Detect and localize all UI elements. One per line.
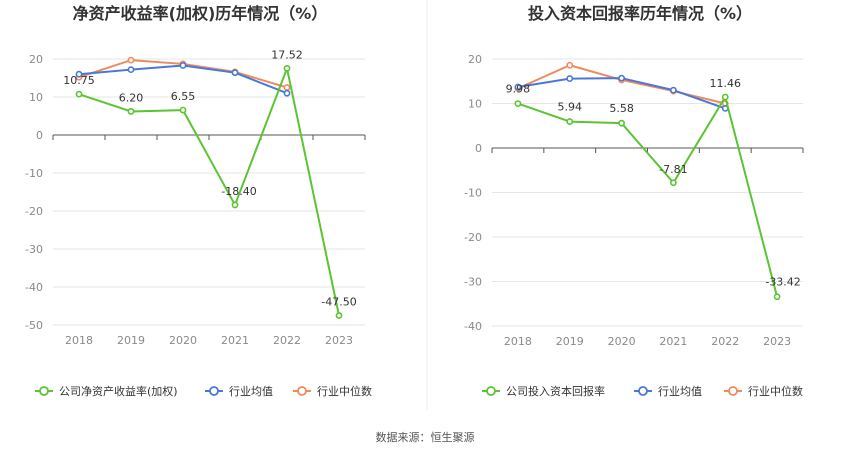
data-label: 11.46	[710, 77, 742, 90]
series-point-1	[179, 62, 187, 69]
legend-label-1[interactable]: 行业均值	[658, 385, 702, 398]
y-tick-label: 20	[29, 53, 43, 66]
legend-marker-2	[297, 386, 307, 396]
data-label: -18.40	[221, 185, 256, 198]
series-point-0	[75, 90, 83, 98]
data-label: 10.75	[63, 74, 95, 87]
legend-label-0[interactable]: 公司投入资本回报率	[506, 384, 605, 398]
series-point-0	[670, 179, 677, 187]
y-tick-label: -40	[464, 320, 482, 333]
series-line-0	[517, 96, 779, 297]
series-point-1	[670, 86, 677, 94]
y-tick-label: -20	[25, 205, 43, 218]
data-label: 5.94	[558, 101, 583, 114]
x-tick-label: 2018	[65, 334, 93, 347]
x-tick-label: 2020	[608, 335, 636, 348]
roe-chart-panel: 20 10 0 -10 -20 -30 -40 -50 2018 2019 2020 2021 2022…	[25, 48, 372, 398]
y-tick-label: -40	[25, 281, 43, 294]
x-tick-label: 2021	[659, 335, 687, 348]
series-point-2	[566, 61, 574, 69]
series-point-1	[75, 70, 83, 78]
y-tick-label: -10	[25, 167, 43, 180]
x-tick-label: 2022	[273, 334, 301, 347]
legend-label-2[interactable]: 行业中位数	[748, 384, 803, 398]
legend-marker-0	[39, 386, 49, 396]
series-point-2	[283, 84, 291, 91]
x-tick-label: 2022	[711, 335, 739, 348]
y-tick-label: 20	[468, 53, 482, 66]
y-tick-label: -10	[464, 187, 482, 200]
x-tick-label: 2018	[504, 335, 532, 348]
data-label: 6.20	[119, 91, 144, 104]
series-point-0	[514, 100, 522, 107]
series-point-0	[335, 312, 343, 319]
data-label: -7.81	[659, 163, 687, 176]
data-label: 6.55	[171, 90, 196, 103]
data-label: 9.98	[506, 83, 531, 96]
data-label: -33.42	[765, 276, 800, 289]
x-tick-label: 2023	[763, 335, 791, 348]
series-point-2	[127, 56, 135, 64]
data-label: -47.50	[321, 296, 356, 309]
series-point-1	[231, 69, 239, 77]
series-point-0	[231, 201, 239, 209]
legend-marker-1	[638, 386, 648, 396]
legend-marker-0	[486, 386, 496, 396]
series-point-1	[127, 66, 135, 74]
series-point-1	[566, 75, 574, 82]
y-tick-label: -20	[464, 231, 482, 244]
series-point-0	[721, 93, 729, 101]
x-tick-label: 2019	[556, 335, 584, 348]
y-tick-label: 10	[468, 98, 482, 111]
series-point-1	[514, 83, 522, 91]
series-point-0	[283, 65, 291, 72]
y-tick-label: -30	[25, 243, 43, 256]
series-point-0	[566, 118, 574, 125]
series-line-1	[78, 64, 288, 95]
series-point-0	[773, 293, 781, 301]
series-point-0	[618, 119, 625, 127]
y-tick-label: -30	[464, 276, 482, 289]
legend-marker-1	[209, 386, 219, 396]
y-tick-label: 0	[475, 142, 482, 155]
chart-title-roic: 投入资本回报率历年情况（%）	[528, 4, 752, 23]
x-tick-label: 2021	[221, 334, 249, 347]
x-tick-label: 2019	[117, 334, 145, 347]
y-tick-label: -50	[25, 319, 43, 332]
legend-label-2[interactable]: 行业中位数	[317, 384, 372, 398]
y-tick-label: 0	[36, 129, 43, 142]
series-point-0	[127, 108, 135, 115]
series-line-0	[78, 67, 340, 316]
series-point-1	[618, 74, 625, 82]
x-tick-label: 2023	[325, 334, 353, 347]
roic-chart-panel: 20 10 0 -10 -20 -30 -40 2018 2019 2020 2021 2022 202…	[464, 53, 804, 398]
data-source-note: 数据来源：恒生聚源	[376, 430, 475, 444]
data-label: 5.58	[609, 102, 634, 115]
legend-label-0[interactable]: 公司净资产收益率(加权)	[59, 384, 178, 398]
x-tick-label: 2020	[169, 334, 197, 347]
legend-marker-2	[728, 386, 738, 396]
legend-label-1[interactable]: 行业均值	[229, 385, 273, 398]
chart-title-roe: 净资产收益率(加权)历年情况（%）	[73, 4, 328, 23]
y-tick-label: 10	[29, 91, 43, 104]
data-label: 17.52	[271, 48, 303, 61]
series-point-0	[179, 106, 187, 114]
series-point-1	[283, 89, 291, 97]
